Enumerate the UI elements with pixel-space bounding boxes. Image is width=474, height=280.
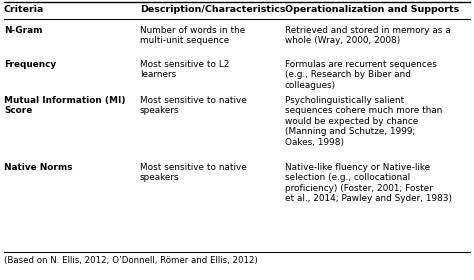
Text: Most sensitive to native
speakers: Most sensitive to native speakers: [140, 96, 247, 115]
Text: Retrieved and stored in memory as a
whole (Wray, 2000, 2008): Retrieved and stored in memory as a whol…: [285, 26, 451, 45]
Text: Description/Characteristics: Description/Characteristics: [140, 5, 285, 14]
Text: Formulas are recurrent sequences
(e.g., Research by Biber and
colleagues): Formulas are recurrent sequences (e.g., …: [285, 60, 437, 90]
Text: (Based on N. Ellis, 2012; O’Donnell, Römer and Ellis, 2012): (Based on N. Ellis, 2012; O’Donnell, Röm…: [4, 256, 258, 265]
Text: Number of words in the
multi-unit sequence: Number of words in the multi-unit sequen…: [140, 26, 245, 45]
Text: Native Norms: Native Norms: [4, 163, 73, 172]
Text: Most sensitive to native
speakers: Most sensitive to native speakers: [140, 163, 247, 182]
Text: Mutual Information (MI)
Score: Mutual Information (MI) Score: [4, 96, 126, 115]
Text: Native-like fluency or Native-like
selection (e.g., collocational
proficiency) (: Native-like fluency or Native-like selec…: [285, 163, 452, 203]
Text: Operationalization and Supports: Operationalization and Supports: [285, 5, 459, 14]
Text: Frequency: Frequency: [4, 60, 56, 69]
Text: Psycholinguistically salient
sequences cohere much more than
would be expected b: Psycholinguistically salient sequences c…: [285, 96, 442, 147]
Text: Criteria: Criteria: [4, 5, 45, 14]
Text: N-Gram: N-Gram: [4, 26, 43, 35]
Text: Most sensitive to L2
learners: Most sensitive to L2 learners: [140, 60, 229, 80]
